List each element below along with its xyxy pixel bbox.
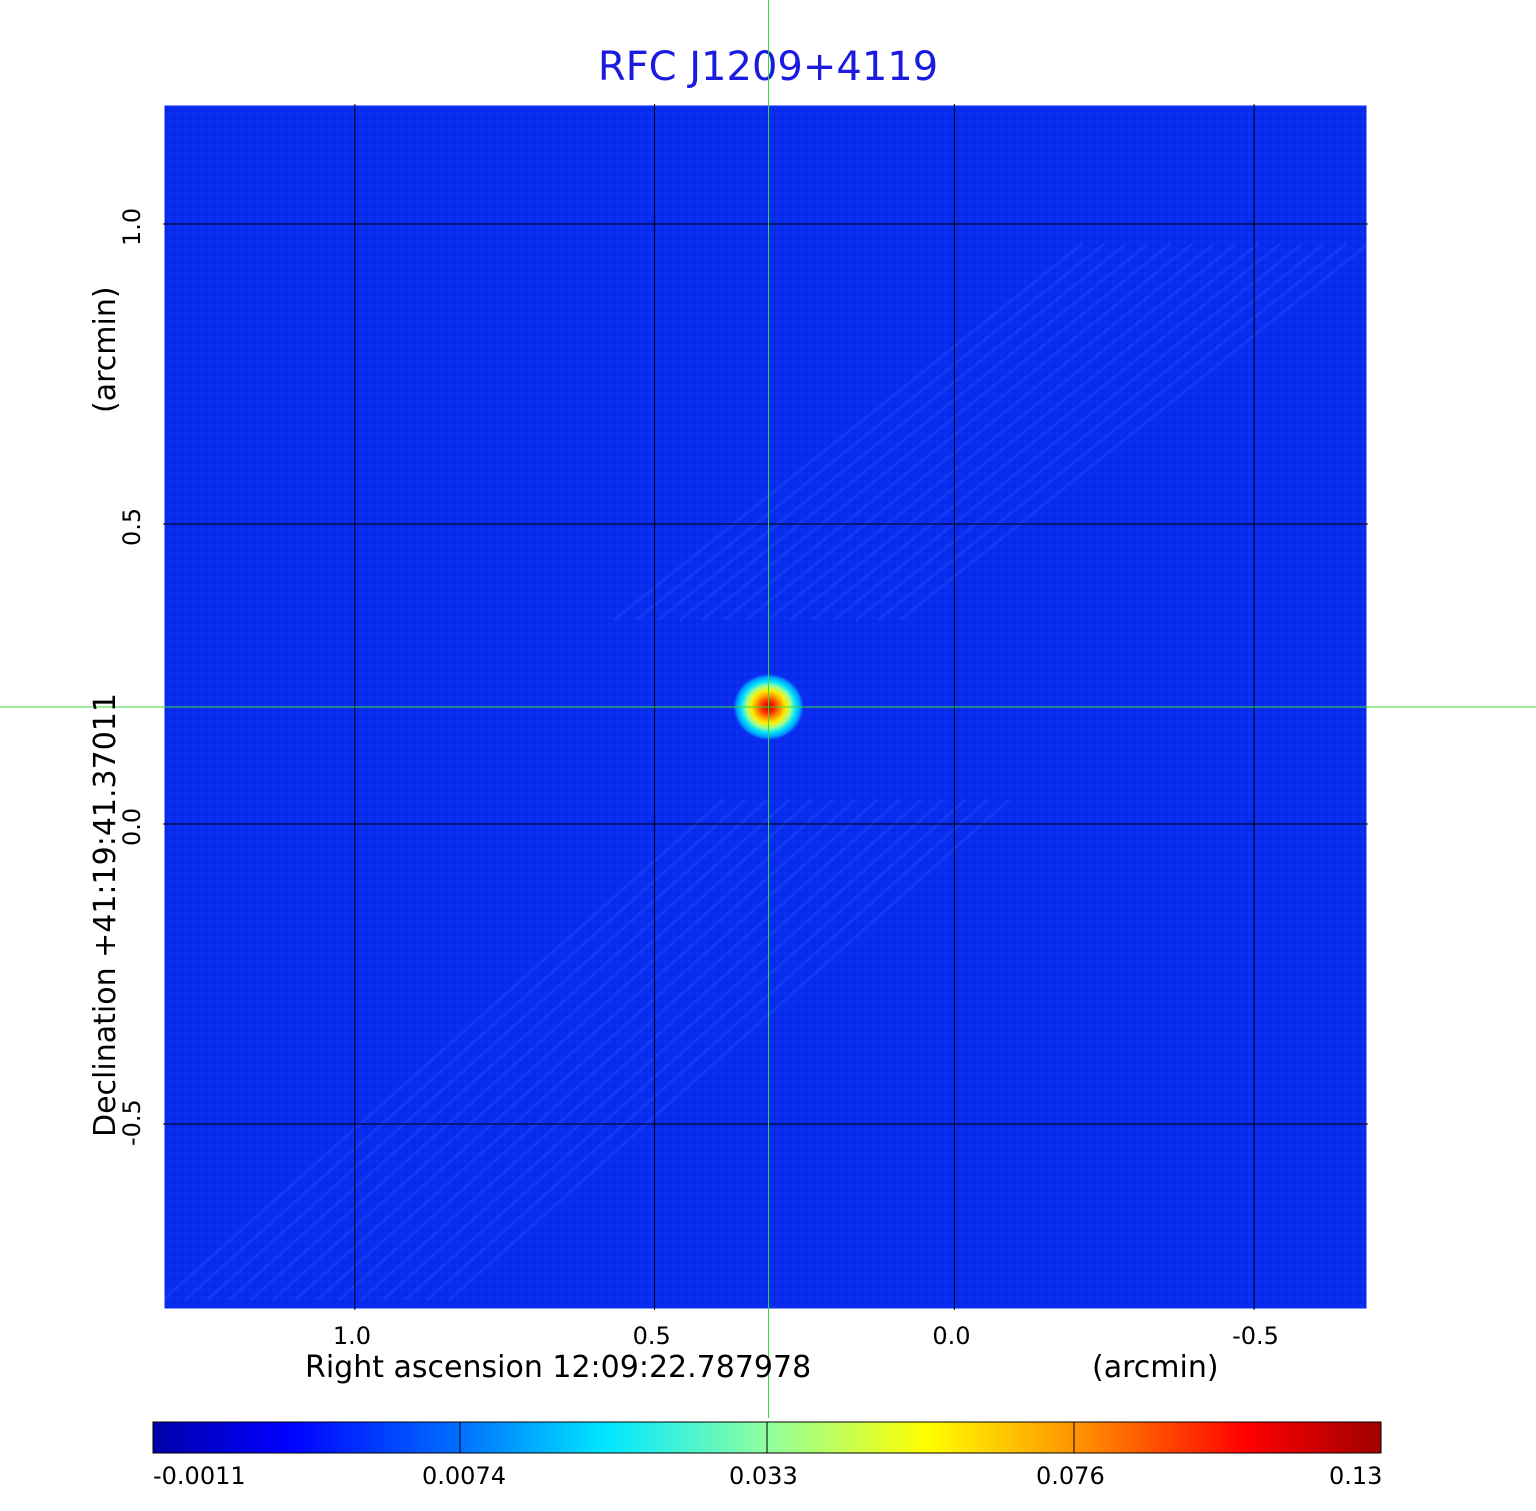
sidelobe-stripe: [382, 798, 944, 1302]
sidelobe-stripe: [899, 242, 1369, 622]
y-tick-label: 0.5: [118, 507, 146, 546]
sidelobe-stripe: [338, 798, 900, 1302]
sidelobe-stripe: [613, 242, 1083, 622]
sidelobe-stripe: [250, 798, 812, 1302]
sidelobe-stripe: [745, 242, 1215, 622]
colorbar-tick-label: 0.0074: [422, 1462, 506, 1490]
sidelobe-stripe: [811, 242, 1281, 622]
colorbar-tick-label: 0.033: [729, 1462, 798, 1490]
sidelobe-stripe: [228, 798, 790, 1302]
colorbar-tick-label: 0.13: [1329, 1462, 1383, 1490]
sidelobe-stripe: [206, 798, 768, 1302]
x-tick-label: 1.0: [332, 1322, 371, 1350]
sidelobe-stripe: [679, 242, 1149, 622]
colorbar-ticks: [152, 1422, 1382, 1453]
x-axis-unit: (arcmin): [1092, 1350, 1219, 1385]
chart-title: RFC J1209+4119: [597, 44, 939, 90]
sidelobe-stripe: [833, 242, 1303, 622]
sidelobe-stripe: [635, 242, 1105, 622]
sidelobe-stripe: [767, 242, 1237, 622]
y-axis-label: Declination +41:19:41.37011: [88, 693, 123, 1137]
sidelobe-stripe: [789, 242, 1259, 622]
y-tick-label: 1.0: [118, 207, 146, 246]
crosshair: [0, 0, 1536, 1418]
sidelobe-stripe: [272, 798, 834, 1302]
x-tick-label: 0.5: [632, 1322, 671, 1350]
sidelobe-stripe: [184, 798, 746, 1302]
colorbar-tick-label: 0.076: [1036, 1462, 1105, 1490]
sidelobe-stripe: [316, 798, 878, 1302]
x-tick-label: 0.0: [932, 1322, 971, 1350]
sidelobe-stripe: [701, 242, 1171, 622]
sidelobe-stripe: [426, 798, 988, 1302]
colorbar-tick-label: -0.0011: [153, 1462, 246, 1490]
y-axis-unit: (arcmin): [88, 286, 123, 413]
x-axis-label: Right ascension 12:09:22.787978: [305, 1350, 812, 1385]
sidelobe-stripe: [404, 798, 966, 1302]
sidelobe-stripe: [162, 798, 724, 1302]
x-tick-label: -0.5: [1232, 1322, 1279, 1350]
sidelobe-stripe: [657, 242, 1127, 622]
sidelobe-stripes: [162, 242, 1369, 1302]
sidelobe-stripe: [877, 242, 1347, 622]
sidelobe-stripe: [294, 798, 856, 1302]
sidelobe-stripe: [360, 798, 922, 1302]
sidelobe-stripe: [855, 242, 1325, 622]
sidelobe-stripe: [723, 242, 1193, 622]
sidelobe-stripe: [448, 798, 1010, 1302]
